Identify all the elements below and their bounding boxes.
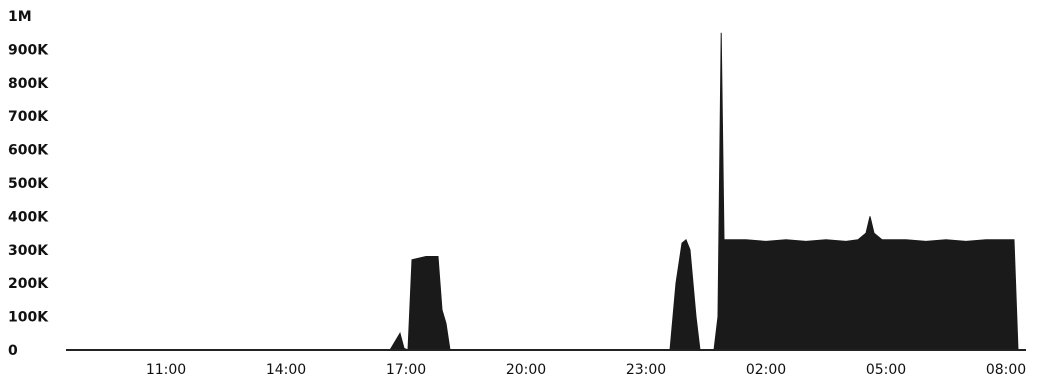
x-tick-label: 17:00 bbox=[386, 362, 426, 378]
x-tick-label: 11:00 bbox=[146, 362, 186, 378]
series-area bbox=[66, 32, 1019, 351]
y-tick-label: 600K bbox=[8, 143, 49, 159]
x-tick-label: 05:00 bbox=[866, 362, 906, 378]
x-tick-label: 23:00 bbox=[626, 362, 666, 378]
y-axis: 0 100K 200K 300K 400K 500K 600K 700K 800K 900K 1M bbox=[8, 9, 49, 359]
y-tick-label: 100K bbox=[8, 310, 49, 326]
x-tick-label: 20:00 bbox=[506, 362, 546, 378]
y-tick-label: 300K bbox=[8, 243, 49, 259]
y-tick-label: 700K bbox=[8, 109, 49, 125]
y-tick-label: 200K bbox=[8, 276, 49, 292]
x-tick-label: 02:00 bbox=[746, 362, 786, 378]
plot-area bbox=[66, 32, 1019, 351]
y-tick-label: 800K bbox=[8, 76, 49, 92]
y-tick-label: 400K bbox=[8, 209, 49, 225]
y-tick-label: 0 bbox=[8, 343, 18, 359]
x-axis: 11:00 14:00 17:00 20:00 23:00 02:00 05:00 08:00 bbox=[146, 362, 1026, 378]
y-tick-label: 500K bbox=[8, 176, 49, 192]
x-tick-label: 14:00 bbox=[266, 362, 306, 378]
y-tick-label: 1M bbox=[8, 9, 32, 25]
y-tick-label: 900K bbox=[8, 42, 49, 58]
x-tick-label: 08:00 bbox=[986, 362, 1026, 378]
